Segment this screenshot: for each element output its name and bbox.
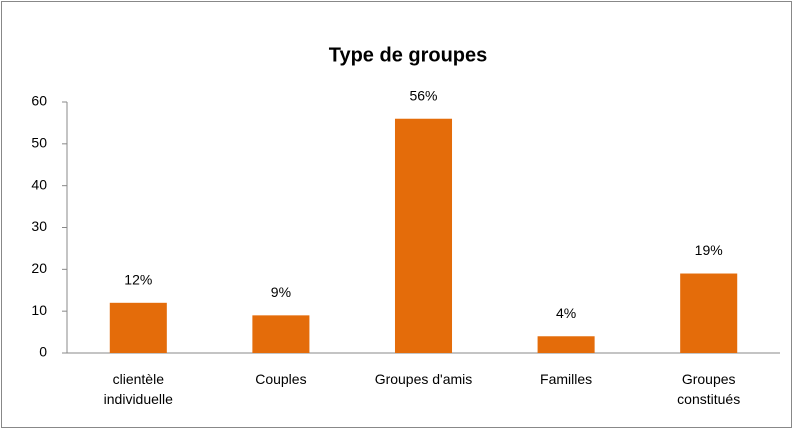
bar [680,273,738,353]
data-label: 12% [124,272,152,288]
bar [109,302,167,353]
data-label: 9% [271,284,291,300]
y-tick-label: 30 [31,218,47,234]
chart-title: Type de groupes [329,44,488,66]
bar [537,336,595,353]
bar [394,118,453,353]
data-label: 56% [409,87,437,103]
data-label: 4% [556,305,576,321]
y-tick-label: 60 [31,93,47,109]
y-tick-label: 50 [31,135,47,151]
bar [252,315,310,353]
x-tick-label: clientèle individuelle [103,371,173,407]
data-label: 19% [695,242,723,258]
y-tick-label: 0 [39,344,47,360]
x-tick-label: Familles [540,371,593,387]
y-tick-label: 40 [31,176,47,192]
y-tick-label: 20 [31,260,47,276]
y-tick-label: 10 [31,302,47,318]
x-tick-label: Groupes constitués [677,371,741,407]
x-tick-label: Groupes d'amis [374,371,473,387]
x-tick-label: Couples [255,371,307,387]
